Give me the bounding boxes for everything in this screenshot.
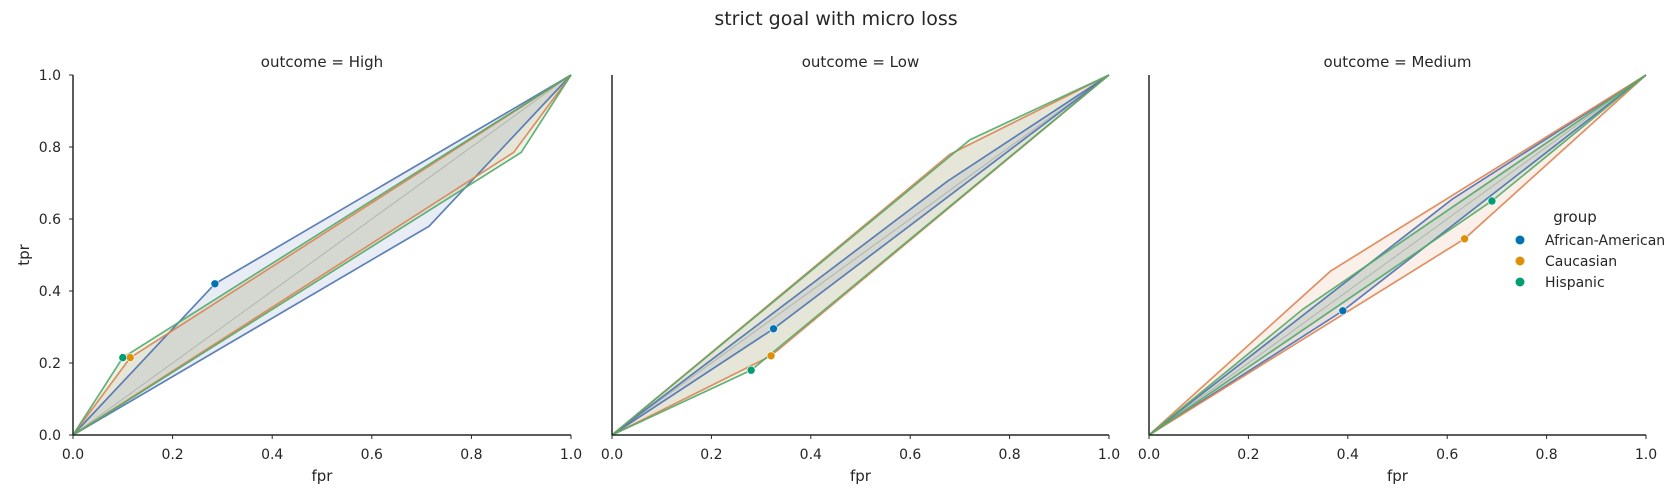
figure-title: strict goal with micro loss xyxy=(714,8,957,30)
hull-lower-line-caucasian xyxy=(72,74,572,436)
x-tick-label: 0.2 xyxy=(1237,447,1259,463)
point-hispanic xyxy=(1487,196,1497,206)
hull-fill-hispanic xyxy=(1149,75,1646,435)
hull-upper-line-african-american xyxy=(1148,74,1647,436)
y-tick-label: 0.4 xyxy=(39,284,61,300)
legend-marker-african-american xyxy=(1515,235,1525,245)
y-tick-label: 1.0 xyxy=(39,68,61,84)
x-tick-label: 1.0 xyxy=(1635,447,1657,463)
hull-fill-caucasian xyxy=(1149,75,1646,435)
hull-fill-african-american xyxy=(1149,75,1646,435)
point-hispanic xyxy=(118,353,128,362)
subplot-title: outcome = Low xyxy=(802,53,919,71)
x-tick-label: 1.0 xyxy=(1098,447,1120,463)
hull-fill-african-american xyxy=(612,75,1109,435)
x-tick-label: 0.8 xyxy=(1535,447,1557,463)
y-axis-label: tpr xyxy=(15,243,33,265)
diagonal-reference-line xyxy=(611,74,1110,436)
x-tick-label: 0.4 xyxy=(1337,447,1359,463)
subplot-outcome-medium: outcome = Medium 0.0 0.2 0.4 0.6 0.8 1.0 fpr xyxy=(1138,53,1657,485)
hull-upper-line-caucasian xyxy=(1148,74,1647,436)
subplot-title: outcome = High xyxy=(261,53,383,71)
x-axis-label: fpr xyxy=(1387,467,1409,485)
hull-upper-line-hispanic xyxy=(611,74,1110,436)
diagonal-reference-line xyxy=(72,74,572,436)
plots-area: outcome = High 0.0 0.2 0.4 0.6 0.8 1.0 0.0 0.2 0.… xyxy=(15,53,1657,485)
x-tick-label: 0.4 xyxy=(261,447,283,463)
legend-label-hispanic: Hispanic xyxy=(1545,275,1605,291)
point-hispanic xyxy=(746,365,756,375)
hull-fill-caucasian xyxy=(612,75,1109,435)
hull-lower-line-african-american xyxy=(72,74,572,436)
legend-marker-caucasian xyxy=(1515,256,1525,266)
legend: group African-American Caucasian Hispanic xyxy=(1515,208,1665,291)
x-tick-label: 0.0 xyxy=(1138,447,1160,463)
x-axis-label: fpr xyxy=(850,467,872,485)
x-tick-label: 0.2 xyxy=(161,447,183,463)
x-tick-label: 0.8 xyxy=(460,447,482,463)
hull-lower-line-hispanic xyxy=(72,74,572,436)
x-tick-label: 0.2 xyxy=(700,447,722,463)
point-african-american xyxy=(1338,306,1348,316)
hull-upper-line-african-american xyxy=(611,74,1110,436)
subplot-title: outcome = Medium xyxy=(1324,53,1472,71)
hull-fill-hispanic xyxy=(73,75,571,435)
hull-fill-caucasian xyxy=(73,75,571,435)
y-tick-label: 0.8 xyxy=(39,140,61,156)
legend-label-caucasian: Caucasian xyxy=(1545,254,1617,270)
x-axis-label: fpr xyxy=(312,467,334,485)
legend-marker-hispanic xyxy=(1515,277,1525,287)
hull-fill-african-american xyxy=(73,75,571,435)
point-african-american xyxy=(769,324,778,334)
point-caucasian xyxy=(766,351,776,361)
point-caucasian xyxy=(1460,234,1469,244)
hull-lower-line-hispanic xyxy=(1148,74,1647,436)
y-tick-label: 0.2 xyxy=(39,356,61,372)
y-tick-label: 0.6 xyxy=(39,212,61,228)
diagonal-reference-line xyxy=(1148,74,1647,436)
x-tick-label: 0.6 xyxy=(361,447,383,463)
legend-title: group xyxy=(1553,208,1597,226)
subplot-outcome-high: outcome = High 0.0 0.2 0.4 0.6 0.8 1.0 0.0 0.2 0.… xyxy=(15,53,582,485)
x-tick-label: 0.0 xyxy=(62,447,84,463)
x-tick-label: 0.4 xyxy=(800,447,822,463)
y-tick-label: 0.0 xyxy=(39,428,61,444)
x-tick-label: 0.6 xyxy=(1436,447,1458,463)
point-african-american xyxy=(210,279,220,289)
x-tick-label: 0.0 xyxy=(601,447,623,463)
hull-fill-hispanic xyxy=(612,75,1109,435)
point-caucasian xyxy=(125,353,135,362)
x-tick-label: 0.8 xyxy=(998,447,1020,463)
legend-label-african-american: African-American xyxy=(1545,233,1665,249)
subplot-outcome-low: outcome = Low 0.0 0.2 0.4 0.6 0.8 1.0 fpr xyxy=(601,53,1120,485)
x-tick-label: 1.0 xyxy=(560,447,582,463)
x-tick-label: 0.6 xyxy=(899,447,921,463)
